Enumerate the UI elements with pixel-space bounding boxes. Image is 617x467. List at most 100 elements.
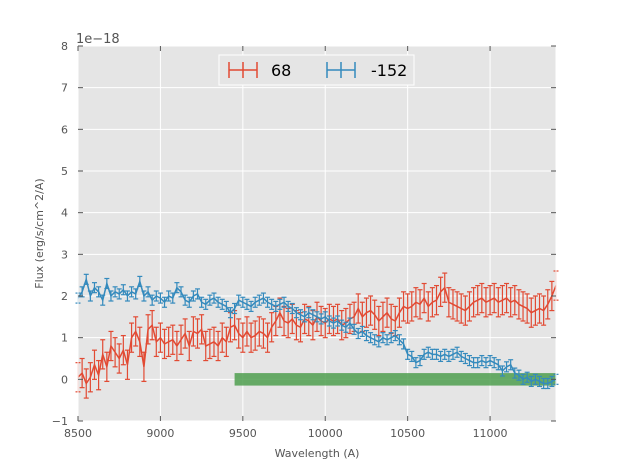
band-layer (234, 373, 556, 386)
error-bar (223, 300, 229, 313)
error-bar (112, 286, 118, 298)
error-bar (277, 298, 283, 310)
error-bar (240, 322, 246, 353)
error-bar (466, 291, 472, 322)
error-bar (149, 309, 155, 341)
legend-item-2: -152 (326, 61, 407, 80)
error-bar (124, 290, 130, 302)
error-bar (244, 316, 250, 347)
error-bar (384, 334, 390, 346)
error-bar (141, 351, 147, 383)
error-bar (512, 367, 518, 379)
error-bar (178, 324, 184, 355)
error-bar (195, 288, 200, 300)
error-bar (232, 302, 238, 315)
error-bar (376, 336, 382, 348)
error-bar (438, 276, 444, 308)
error-bar (384, 297, 390, 328)
error-bar (129, 286, 135, 298)
plot-frame (77, 45, 557, 422)
error-bar (211, 292, 217, 304)
error-bar (499, 284, 505, 316)
error-bar (335, 315, 341, 327)
error-bar (326, 315, 332, 327)
error-bar (396, 334, 402, 346)
error-bar (475, 284, 481, 316)
error-bar (248, 300, 254, 313)
error-bar (215, 296, 221, 308)
error-bar (355, 293, 361, 324)
error-bar (499, 365, 505, 377)
error-bar (269, 298, 275, 310)
y-tick-label: 1 (61, 332, 68, 345)
error-bar (141, 290, 147, 302)
error-bar (376, 305, 382, 337)
error-bar (236, 294, 242, 306)
x-tick-label: 10500 (390, 427, 425, 440)
error-bar (100, 294, 106, 306)
error-bar (182, 318, 188, 349)
y-tick-label: 2 (61, 290, 68, 303)
error-bar (149, 294, 155, 306)
error-bar (87, 290, 93, 302)
error-bar (487, 284, 493, 316)
error-bar (186, 296, 192, 308)
error-bar (240, 296, 246, 308)
error-bar (347, 317, 353, 329)
error-bar (322, 311, 328, 323)
error-bar (532, 373, 538, 385)
error-bar (104, 351, 110, 383)
error-bar (302, 311, 308, 323)
error-bar (207, 294, 213, 306)
error-bar (182, 294, 188, 306)
error-bar (343, 321, 349, 333)
error-bar (380, 301, 386, 333)
error-bar (355, 327, 361, 340)
error-bar (252, 296, 258, 308)
error-bar (256, 294, 262, 306)
error-bar (195, 318, 200, 349)
error-bar (508, 359, 514, 371)
error-bar (145, 286, 151, 298)
error-bar (450, 289, 456, 320)
error-bar (425, 346, 431, 358)
error-bar (281, 296, 287, 308)
error-bar (166, 326, 172, 358)
error-bar (537, 375, 543, 388)
y-tick-label: 5 (61, 165, 68, 178)
error-bar (174, 330, 180, 362)
error-bar (458, 350, 464, 363)
error-bar (314, 311, 320, 323)
error-bar (483, 287, 489, 318)
band-rect (234, 373, 556, 386)
error-bar (401, 291, 407, 322)
error-bar (116, 288, 122, 300)
legend-item-1: 68 (228, 61, 291, 80)
error-bar (549, 375, 555, 388)
error-bar (153, 326, 159, 358)
error-bar (491, 357, 497, 369)
error-bar (479, 354, 485, 367)
error-bar (91, 349, 97, 380)
error-bar (162, 296, 168, 308)
error-bar (471, 287, 477, 318)
error-bar (524, 293, 530, 324)
error-bar (133, 288, 139, 300)
error-bar (368, 295, 374, 326)
x-axis-label: Wavelength (A) (275, 447, 360, 460)
error-bar (405, 293, 411, 324)
error-bar (479, 282, 485, 314)
error-bar (409, 291, 415, 322)
error-bar (269, 312, 275, 343)
error-bar (310, 309, 316, 321)
error-bar (215, 330, 221, 362)
error-bar (186, 330, 192, 362)
error-bar (157, 292, 163, 304)
error-bar (256, 316, 262, 347)
error-bar (462, 352, 468, 365)
error-bar (363, 297, 369, 328)
error-bar (438, 350, 444, 363)
error-bar (413, 287, 419, 318)
error-bar (190, 290, 196, 302)
error-bar (446, 287, 452, 318)
